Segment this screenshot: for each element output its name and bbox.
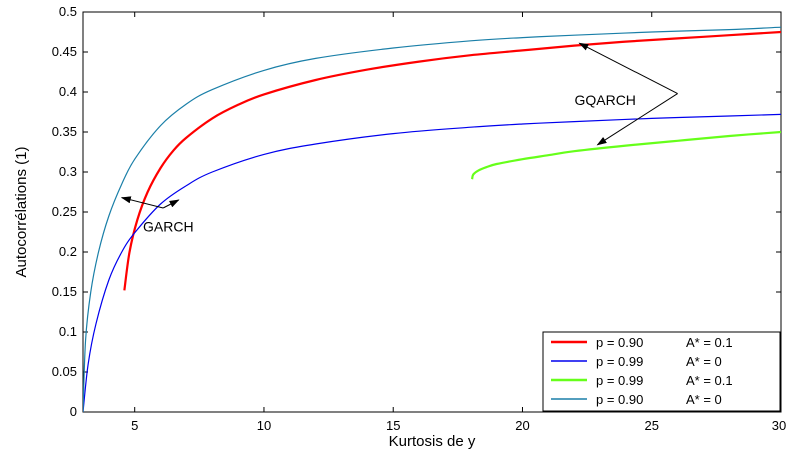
legend: p = 0.90 A* = 0.1 p = 0.99 A* = 0 p = 0.99 A*… [542, 331, 781, 412]
series-line-teal [83, 26, 781, 412]
legend-label-a: A* = 0.1 [686, 335, 733, 350]
annotation-arrow [596, 93, 678, 146]
y-tick-label: 0.45 [52, 44, 77, 59]
series-line-blue [83, 113, 781, 412]
x-tick-label: 25 [645, 418, 659, 433]
x-tick-label: 15 [386, 418, 400, 433]
x-tick-label: 5 [131, 418, 138, 433]
legend-label-a: A* = 0.1 [686, 373, 733, 388]
y-tick-label: 0.15 [52, 284, 77, 299]
y-axis-label: Autocorrélations (1) [13, 147, 30, 278]
y-tick-label: 0.35 [52, 124, 77, 139]
y-tick-label: 0.3 [59, 164, 77, 179]
annotation-arrow [578, 42, 678, 95]
series-line-green [470, 130, 781, 180]
y-tick-label: 0.4 [59, 84, 77, 99]
y-tick-label: 0.5 [59, 4, 77, 19]
x-axis-label: Kurtosis de y [389, 433, 476, 450]
annotation-arrow [120, 196, 164, 209]
y-tick-label: 0.25 [52, 204, 77, 219]
annotation-label: GARCH [143, 218, 194, 234]
legend-label-a: A* = 0 [686, 392, 722, 407]
annotation-label: GQARCH [574, 92, 635, 108]
y-axis: 0 0.05 0.1 0.15 0.2 0.25 0.3 0.35 0.4 0.45 0.5 [52, 4, 781, 419]
y-tick-label: 0 [70, 404, 77, 419]
legend-box [542, 331, 781, 412]
legend-label-p: p = 0.90 [596, 392, 643, 407]
y-tick-label: 0.05 [52, 364, 77, 379]
annotations: GQARCH GARCH [120, 42, 678, 234]
series-lines [83, 26, 781, 412]
annotation-arrow [162, 199, 180, 209]
x-tick-label: 20 [515, 418, 529, 433]
y-tick-label: 0.2 [59, 244, 77, 259]
x-tick-label: 10 [257, 418, 271, 433]
x-tick-label: 30 [772, 418, 786, 433]
legend-label-p: p = 0.99 [596, 354, 643, 369]
legend-label-a: A* = 0 [686, 354, 722, 369]
x-axis: 5 10 15 20 25 30 [131, 12, 786, 433]
legend-label-p: p = 0.90 [596, 335, 643, 350]
series-line-red [123, 30, 781, 291]
legend-label-p: p = 0.99 [596, 373, 643, 388]
y-tick-label: 0.1 [59, 324, 77, 339]
